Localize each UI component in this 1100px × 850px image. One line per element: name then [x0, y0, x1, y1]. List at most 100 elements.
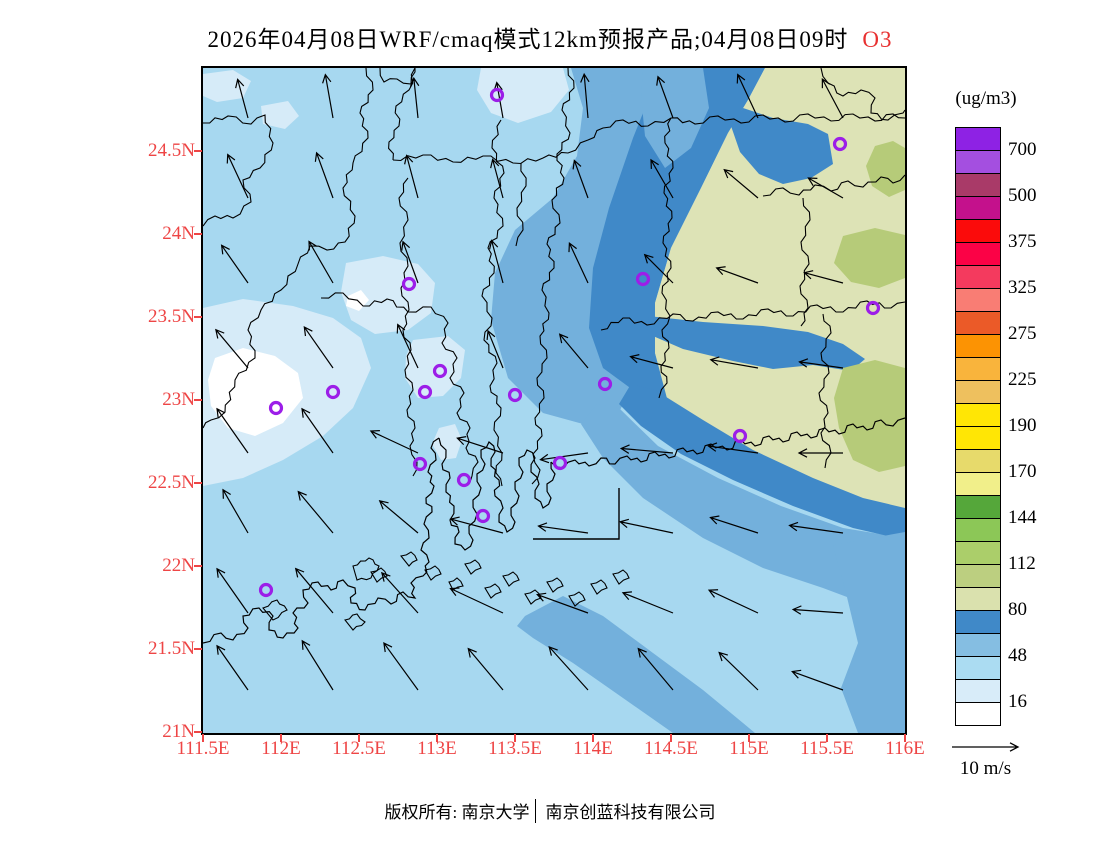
island-outline [344, 613, 366, 631]
y-axis-tick [194, 150, 202, 152]
wind-vector-arrow-icon [216, 567, 249, 614]
wind-vector-arrow-icon [718, 651, 759, 691]
province-boundary-line [820, 68, 905, 121]
y-axis-tick [194, 648, 202, 651]
province-boundary-line [658, 117, 674, 399]
colorbar-tick-label: 500 [1008, 185, 1037, 206]
colorbar-cell [955, 679, 1001, 703]
wind-vector-arrow-icon [322, 73, 334, 119]
wind-vector-arrow-icon [216, 644, 249, 691]
wind-vector-arrow-icon [314, 151, 334, 199]
wind-vector-arrow-icon [297, 490, 334, 534]
species-label: O3 [862, 27, 893, 52]
coastline [203, 437, 440, 644]
wind-vector-arrow-icon [226, 153, 249, 199]
colorbar-cell [955, 196, 1001, 220]
wind-vector-arrow-icon [220, 244, 249, 284]
province-boundary-line [818, 313, 832, 469]
x-axis-label: 115.5E [800, 738, 854, 759]
colorbar-tick-label: 325 [1008, 277, 1037, 298]
station-marker [401, 276, 417, 292]
wind-legend-label: 10 m/s [959, 758, 1012, 779]
colorbar-cell [955, 242, 1001, 266]
wind-vector-arrow-icon [294, 567, 334, 614]
colorbar-cell [955, 495, 1001, 519]
wind-vector-arrow-icon [715, 266, 759, 284]
wind-vector-arrow-icon [558, 333, 589, 369]
wind-vector-arrow-icon [656, 75, 674, 119]
concentration-region-medium [833, 532, 905, 733]
y-axis-tick [194, 399, 202, 402]
island-outline [612, 569, 630, 585]
island-outline [484, 583, 502, 599]
concentration-region-medium [517, 596, 755, 733]
wind-vector-arrow-icon [791, 669, 844, 691]
colorbar-cell [955, 403, 1001, 427]
colorbar-cell [955, 288, 1001, 312]
wind-vector-arrow-icon [490, 158, 504, 199]
footer-right: 南京创蓝科技有限公司 [545, 803, 716, 822]
x-axis-tick [436, 734, 438, 742]
colorbar-cell [955, 150, 1001, 174]
colorbar-cell [955, 219, 1001, 243]
station-marker [635, 271, 651, 287]
page-title: 2026年04月08日WRF/cmaq模式12km预报产品;04月08日09时 O… [0, 20, 1100, 54]
province-boundary-line [762, 174, 905, 197]
province-boundary-line [398, 177, 418, 477]
concentration-region-olive [834, 360, 905, 472]
colorbar-cell [955, 633, 1001, 657]
wind-vector-arrow-icon [568, 241, 589, 284]
wind-vector-arrow-icon [621, 591, 674, 614]
wind-vector-arrow-icon [797, 448, 843, 458]
wind-vector-arrow-icon [580, 72, 590, 119]
colorbar-cell [955, 564, 1001, 588]
x-axis-label: 113.5E [488, 738, 542, 759]
footer-left: 版权所有: 南京大学 [384, 803, 530, 822]
x-axis-label: 112.5E [332, 738, 386, 759]
colorbar-cell [955, 518, 1001, 542]
wind-vector-arrow-icon [803, 270, 844, 284]
station-marker [456, 472, 472, 488]
colorbar-tick-label: 144 [1008, 507, 1037, 528]
station-marker [507, 387, 523, 403]
colorbar-cell [955, 656, 1001, 680]
island-outline [568, 591, 586, 607]
x-axis-label: 112E [261, 738, 301, 759]
island-outline [424, 565, 442, 581]
y-axis-label: 21.5N [148, 638, 195, 660]
x-axis-tick [670, 734, 672, 742]
x-axis-label: 111.5E [176, 738, 230, 759]
station-marker [432, 363, 448, 379]
wind-vector-arrow-icon [396, 323, 419, 369]
province-boundary-line [392, 113, 905, 165]
colorbar-cell [955, 334, 1001, 358]
concentration-region-steel [619, 384, 905, 540]
wind-vector-arrow-icon [643, 253, 674, 284]
station-marker [475, 508, 491, 524]
wind-vector-arrow-icon [807, 177, 844, 199]
wind-vector-arrow-icon [650, 158, 674, 199]
wind-vector-arrow-icon [618, 518, 674, 534]
wind-vector-arrow-icon [216, 407, 249, 454]
wind-vector-arrow-icon [308, 240, 334, 284]
colorbar-cell [955, 173, 1001, 197]
concentration-region-steel [731, 108, 833, 184]
x-axis-tick [202, 734, 204, 742]
y-axis-label: 21N [162, 721, 195, 743]
colorbar-cell [955, 380, 1001, 404]
colorbar-tick-label: 48 [1008, 645, 1027, 666]
wind-vector-arrow-icon [215, 328, 249, 369]
wind-vector-arrow-icon [449, 587, 504, 614]
y-axis-tick [194, 316, 202, 319]
x-axis-tick [904, 734, 906, 742]
wind-vector-arrow-icon [378, 500, 419, 534]
wind-vector-arrow-icon [486, 329, 504, 369]
colorbar-tick-label: 190 [1008, 415, 1037, 436]
x-axis-label: 113E [417, 738, 457, 759]
concentration-region-medium [581, 404, 905, 616]
province-boundary-line [600, 300, 905, 331]
colorbar [955, 127, 1001, 726]
colorbar-cell [955, 311, 1001, 335]
y-axis-label: 24N [162, 223, 195, 245]
wind-vector-arrow-icon [449, 516, 504, 534]
